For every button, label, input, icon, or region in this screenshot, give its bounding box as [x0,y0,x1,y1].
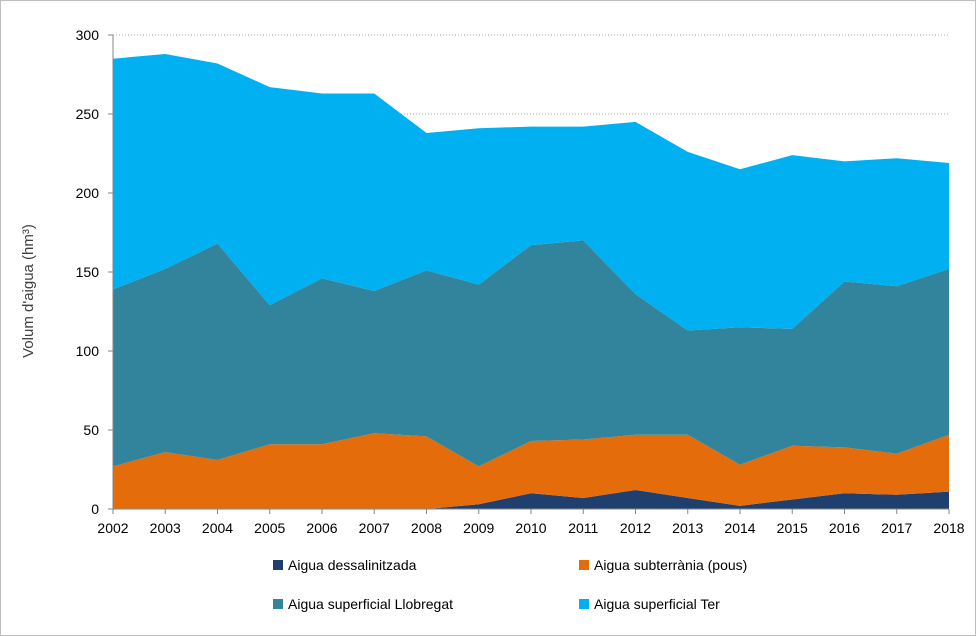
y-tick-label: 50 [83,422,99,438]
x-tick-label: 2005 [254,520,285,536]
legend-item: Aigua subterrània (pous) [579,557,747,573]
y-tick-label: 0 [91,501,99,517]
legend-swatch [579,599,589,609]
y-tick-label: 150 [76,264,100,280]
y-tick-label: 200 [76,185,100,201]
y-tick-label: 300 [76,27,100,43]
x-tick-label: 2009 [463,520,494,536]
x-tick-label: 2011 [568,520,598,536]
legend-swatch [273,560,283,570]
y-axis-label: Volum d'aigua (hm³) [20,224,37,358]
legend-label: Aigua dessalinitzada [288,557,417,573]
axes [108,34,950,514]
area-series-3 [113,240,949,467]
x-tick-label: 2006 [306,520,337,536]
x-tick-label: 2016 [829,520,860,536]
x-tick-label: 2018 [933,520,964,536]
x-tick-label: 2008 [411,520,442,536]
legend: Aigua dessalinitzada Aigua subterrània (p… [273,557,747,612]
area-series-4 [113,53,949,331]
x-tick-label: 2007 [359,520,390,536]
legend-item: Aigua superficial Ter [579,596,720,612]
legend-item: Aigua dessalinitzada [273,557,417,573]
x-tick-label: 2004 [202,520,233,536]
x-tick-label: 2010 [515,520,546,536]
area-series-2 [113,433,949,509]
x-tick-label: 2017 [881,520,912,536]
legend-item: Aigua superficial Llobregat [273,596,453,612]
legend-label: Aigua superficial Llobregat [288,596,453,612]
x-tick-label: 2013 [672,520,703,536]
x-tick-label: 2012 [620,520,651,536]
legend-label: Aigua subterrània (pous) [594,557,747,573]
x-tick-label: 2015 [777,520,808,536]
x-tick-label: 2014 [724,520,755,536]
area-series-group [113,53,949,509]
y-tick-label: 250 [76,106,100,122]
area-series-1 [113,490,949,509]
legend-swatch [273,599,283,609]
x-tick-label: 2003 [150,520,181,536]
legend-label: Aigua superficial Ter [594,596,720,612]
legend-swatch [579,560,589,570]
tick-labels: 0 50 100 150 200 250 300 2002 2003 2004 2005 2006 20… [76,27,965,536]
x-tick-label: 2002 [97,520,128,536]
y-tick-label: 100 [76,343,100,359]
